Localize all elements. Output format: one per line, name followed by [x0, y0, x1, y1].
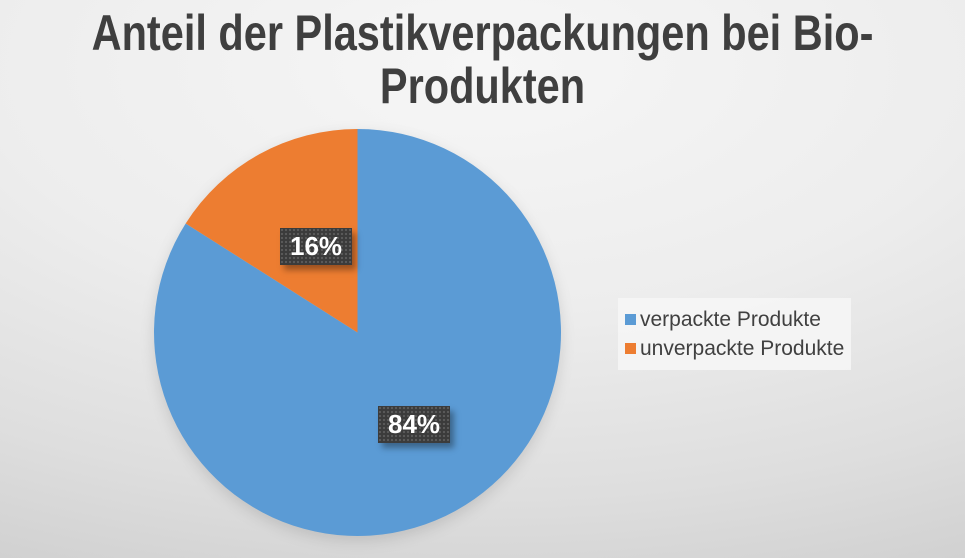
- legend-label-unverpackte: unverpackte Produkte: [640, 337, 845, 360]
- chart-title: Anteil der Plastikverpackungen bei Bio- …: [82, 7, 883, 113]
- pie-slice-verpackte-Produkte: [154, 129, 561, 536]
- pie-slice-unverpackte-Produkte: [185, 129, 358, 333]
- chart-title-line-1: Anteil der Plastikverpackungen bei Bio-: [91, 5, 874, 61]
- data-label-verpackte: 84%: [378, 406, 451, 443]
- chart-title-line-2: Produkten: [379, 58, 586, 114]
- data-label-unverpackte: 16%: [280, 228, 353, 265]
- legend-swatch-orange-icon: [625, 343, 636, 354]
- legend: verpackte Produkte unverpackte Produkte: [618, 298, 851, 370]
- legend-label-verpackte: verpackte Produkte: [640, 308, 821, 331]
- legend-item-unverpackte: unverpackte Produkte: [625, 337, 845, 360]
- legend-item-verpackte: verpackte Produkte: [625, 309, 843, 330]
- pie-chart-area: [154, 129, 561, 536]
- legend-swatch-blue-icon: [625, 314, 636, 325]
- pie-chart: [154, 129, 561, 536]
